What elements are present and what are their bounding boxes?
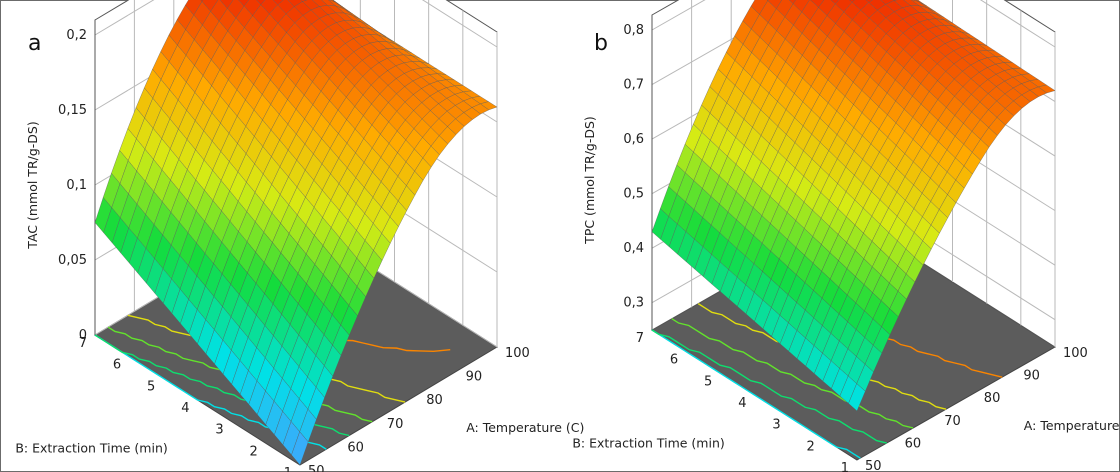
grid-line: [651, 0, 1056, 48]
x-axis-title: A: Temperature (C): [1024, 418, 1120, 433]
z-tick-label: 0,4: [623, 241, 644, 256]
surface-cell: [788, 0, 796, 5]
z-axis-title: TAC (mmol TR/g-DS): [25, 121, 40, 249]
y-tick-label: 7: [79, 336, 87, 351]
surface-cell: [865, 0, 873, 3]
y-axis-title: B: Extraction Time (min): [15, 441, 167, 456]
surface-cell: [238, 0, 250, 7]
z-tick-label: 0,5: [623, 187, 644, 202]
y-tick-label: 4: [738, 396, 746, 411]
z-tick-label: 0,7: [623, 78, 644, 93]
response-surface: [94, 0, 498, 466]
z-tick-label: 0,1: [66, 178, 87, 193]
x-tick-label: 70: [944, 414, 961, 429]
z-tick-label: 0,8: [623, 23, 644, 38]
z-tick-label: 0,15: [58, 103, 87, 118]
y-tick-label: 1: [841, 461, 849, 472]
x-tick-label: 100: [505, 346, 530, 361]
response-surface: [651, 0, 1056, 412]
y-tick-label: 3: [215, 423, 223, 438]
z-tick-label: 0: [79, 328, 87, 343]
surface-panel-b: 0,3 0,4 0,5 0,6 0,7 0,8 50 60 70 80 90 100 1 2 3 4 5 6 7 TP…: [572, 0, 1120, 472]
x-tick-label: 70: [387, 417, 404, 432]
y-tick-label: 2: [250, 444, 258, 459]
x-tick-label: 90: [466, 370, 483, 385]
floor-contour: [651, 329, 887, 444]
x-tick-label: 100: [1063, 346, 1088, 361]
x-tick-label: 60: [905, 436, 922, 451]
z-tick-label: 0,05: [58, 253, 87, 268]
grid-line: [94, 0, 498, 48]
surface-panel-a: 0 0,05 0,1 0,15 0,2 50 60 70 80 90 100 1 2 3 4 5 6 7 TAC (…: [15, 0, 584, 472]
x-tick-label: 60: [347, 440, 364, 455]
y-tick-label: 5: [704, 374, 712, 389]
surface-cell: [256, 0, 266, 6]
floor-contour: [651, 329, 861, 459]
x-axis-title: A: Temperature (C): [466, 420, 584, 435]
z-axis-title: TPC (mmol TR/g-DS): [582, 116, 597, 245]
x-tick-label: 80: [426, 393, 443, 408]
z-tick-label: 0,3: [623, 296, 644, 311]
x-tick-label: 90: [1023, 369, 1040, 384]
y-tick-label: 6: [670, 353, 678, 368]
surface-cell: [848, 383, 866, 412]
y-tick-label: 4: [181, 401, 189, 416]
y-tick-label: 7: [636, 331, 644, 346]
surface-cell: [291, 431, 309, 466]
y-tick-label: 3: [772, 418, 780, 433]
panel-label: a: [28, 31, 41, 56]
x-tick-label: 50: [308, 464, 325, 472]
floor-contour: [671, 318, 914, 429]
x-tick-label: 50: [865, 459, 882, 472]
z-tick-label: 0,2: [66, 28, 87, 43]
x-tick-label: 80: [984, 391, 1001, 406]
y-tick-label: 1: [284, 466, 292, 472]
surface-cell: [830, 0, 840, 5]
y-tick-label: 2: [807, 439, 815, 454]
y-axis-title: B: Extraction Time (min): [572, 436, 724, 451]
surface-cell: [849, 0, 855, 3]
z-tick-label: 0,6: [623, 132, 644, 147]
panel-label: b: [594, 31, 608, 56]
y-tick-label: 6: [113, 358, 121, 373]
y-tick-label: 5: [147, 379, 155, 394]
